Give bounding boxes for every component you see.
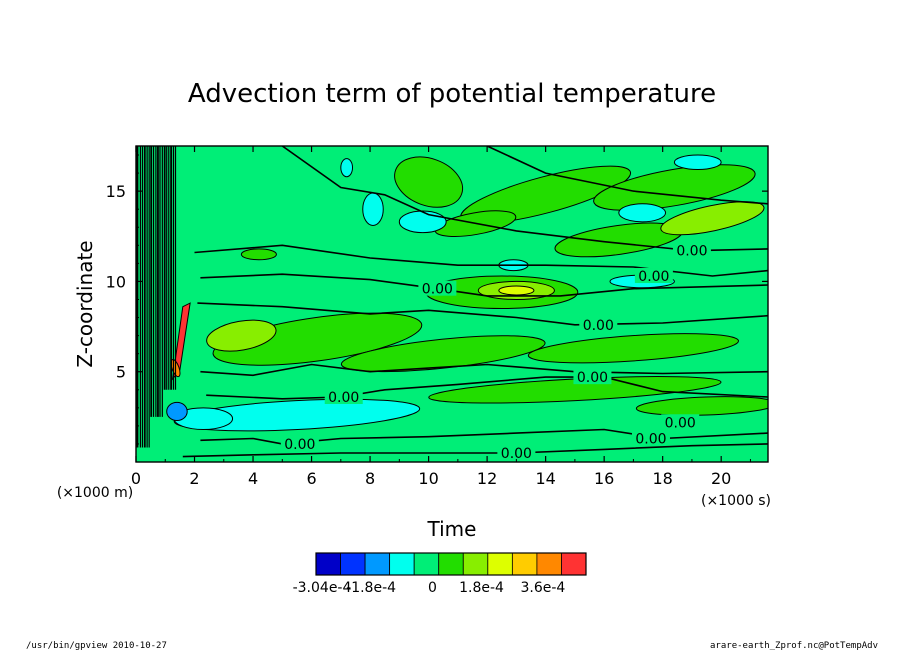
contour-label: 0.00 [635, 432, 666, 448]
colorbar-swatch [364, 552, 391, 576]
contour-label-bg [573, 369, 612, 385]
lime-region [206, 319, 277, 352]
lime-region [635, 396, 768, 416]
x-tick-label: 12 [477, 469, 497, 488]
x-tick-label: 16 [594, 469, 614, 488]
contour-label: 0.00 [665, 415, 696, 431]
y-tick-label: 5 [116, 363, 126, 382]
lime-region [212, 312, 423, 366]
contour-label-bg [280, 435, 319, 451]
colorbar-tick-label: -1.8e-4 [346, 580, 396, 596]
contour-label-bg [579, 316, 618, 332]
x-tick-label: 6 [306, 469, 316, 488]
yellow-core [498, 285, 535, 296]
colorbar-tick-label: 0 [428, 580, 437, 596]
blue-region [166, 401, 188, 421]
x-tick-label: 20 [711, 469, 731, 488]
cyan-region [398, 210, 447, 234]
cyan-region [340, 158, 354, 178]
y-tick-label: 10 [106, 272, 126, 291]
cyan-region [618, 203, 667, 223]
colorbar-tick-label: -3.04e-4 [293, 580, 352, 596]
colorbar-tick-label: 3.6e-4 [520, 580, 565, 596]
contour-label: 0.00 [501, 446, 532, 462]
x-tick-label: 18 [652, 469, 672, 488]
contour-label-bg [324, 388, 363, 404]
contour-label-bg [497, 444, 536, 460]
contour-line [206, 376, 768, 400]
x-tick-label: 0 [131, 469, 141, 488]
cyan-region [173, 398, 421, 432]
colorbar-swatch [487, 552, 513, 576]
contour-label: 0.00 [328, 390, 359, 406]
colorbar-swatch [315, 552, 341, 576]
colorbar-swatch [340, 552, 366, 576]
chart-title: Advection term of potential temperature [188, 79, 716, 109]
plot-frame [135, 145, 769, 463]
colorbar-frame [315, 552, 587, 576]
x-unit-label: (×1000 s) [701, 493, 771, 509]
x-tick-label: 8 [365, 469, 375, 488]
colorbar-swatch [438, 552, 464, 576]
lime-region [527, 333, 739, 364]
contour-label-bg [418, 280, 457, 296]
contour-label-bg [634, 268, 673, 284]
x-tick-label: 14 [535, 469, 555, 488]
contour-line [486, 146, 768, 205]
lime-region [593, 164, 756, 211]
contour-label: 0.00 [422, 282, 453, 298]
contour-label: 0.00 [583, 318, 614, 334]
lime-region [660, 201, 765, 236]
footer-left: /usr/bin/gpview 2010-10-27 [26, 641, 167, 651]
y-tick-label: 15 [106, 182, 126, 201]
lime-region [340, 335, 546, 373]
contour-label-bg [661, 414, 700, 430]
x-tick-label: 2 [189, 469, 199, 488]
lime-region [394, 156, 464, 208]
contour-line [182, 443, 768, 458]
colorbar [315, 552, 587, 576]
contour-label-bg [672, 242, 711, 258]
x-axis-label: Time [427, 517, 477, 541]
colorbar-swatch [561, 552, 587, 576]
colorbar-swatch [511, 552, 538, 576]
y-axis-label: Z-coordinate [73, 240, 97, 367]
colorbar-swatch [389, 552, 415, 576]
colorbar-tick-label: 1.8e-4 [459, 580, 504, 596]
colorbar-swatch [413, 552, 440, 576]
colorbar-swatch [536, 552, 562, 576]
footer-right: arare-earth_Zprof.nc@PotTempAdv [710, 641, 878, 651]
contour-label: 0.00 [577, 370, 608, 386]
contour-label: 0.00 [284, 437, 315, 453]
cyan-region [673, 154, 722, 170]
contour-line [197, 302, 768, 326]
x-tick-label: 10 [418, 469, 438, 488]
contour-label: 0.00 [638, 269, 669, 285]
contour-line [194, 244, 768, 277]
contour-line [200, 363, 768, 377]
x-tick-label: 4 [248, 469, 258, 488]
y-unit-label: (×1000 m) [57, 485, 133, 501]
cyan-region [362, 192, 384, 226]
contour-line [200, 273, 768, 297]
lime-region [240, 248, 277, 261]
colorbar-swatch [462, 552, 489, 576]
plot-area: 0.000.000.000.000.000.000.000.000.000.00 [136, 146, 768, 462]
contour-label: 0.00 [676, 244, 707, 260]
contour-label-bg [631, 430, 670, 446]
